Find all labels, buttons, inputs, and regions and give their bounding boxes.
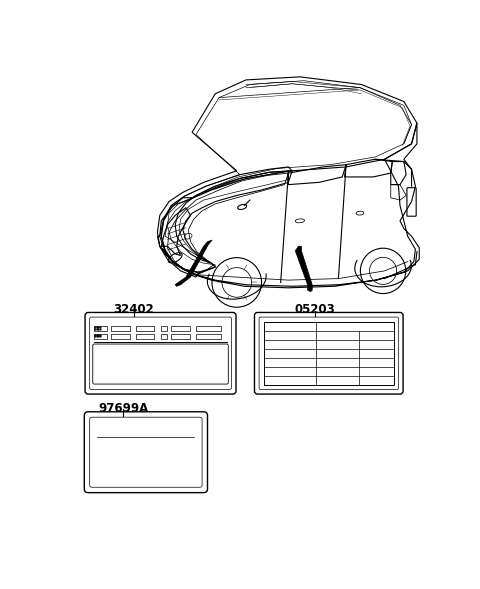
Text: 32402: 32402 bbox=[114, 303, 154, 316]
Bar bbox=[94, 334, 107, 339]
Bar bbox=[160, 326, 167, 331]
Text: 05203: 05203 bbox=[295, 303, 335, 316]
Bar bbox=[160, 334, 167, 339]
Bar bbox=[94, 326, 107, 331]
Bar bbox=[196, 334, 221, 339]
Polygon shape bbox=[175, 240, 212, 286]
Bar bbox=[171, 326, 190, 331]
Bar bbox=[171, 334, 190, 339]
Bar bbox=[111, 334, 130, 339]
Bar bbox=[136, 326, 155, 331]
Polygon shape bbox=[295, 246, 312, 292]
Bar bbox=[111, 326, 130, 331]
Bar bbox=[136, 334, 155, 339]
Bar bbox=[196, 326, 221, 331]
Bar bbox=[264, 322, 394, 385]
Text: 97699A: 97699A bbox=[98, 402, 148, 415]
